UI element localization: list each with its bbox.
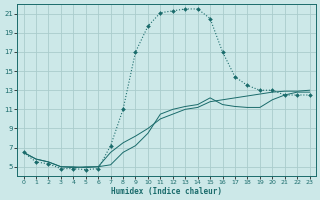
X-axis label: Humidex (Indice chaleur): Humidex (Indice chaleur): [111, 187, 222, 196]
